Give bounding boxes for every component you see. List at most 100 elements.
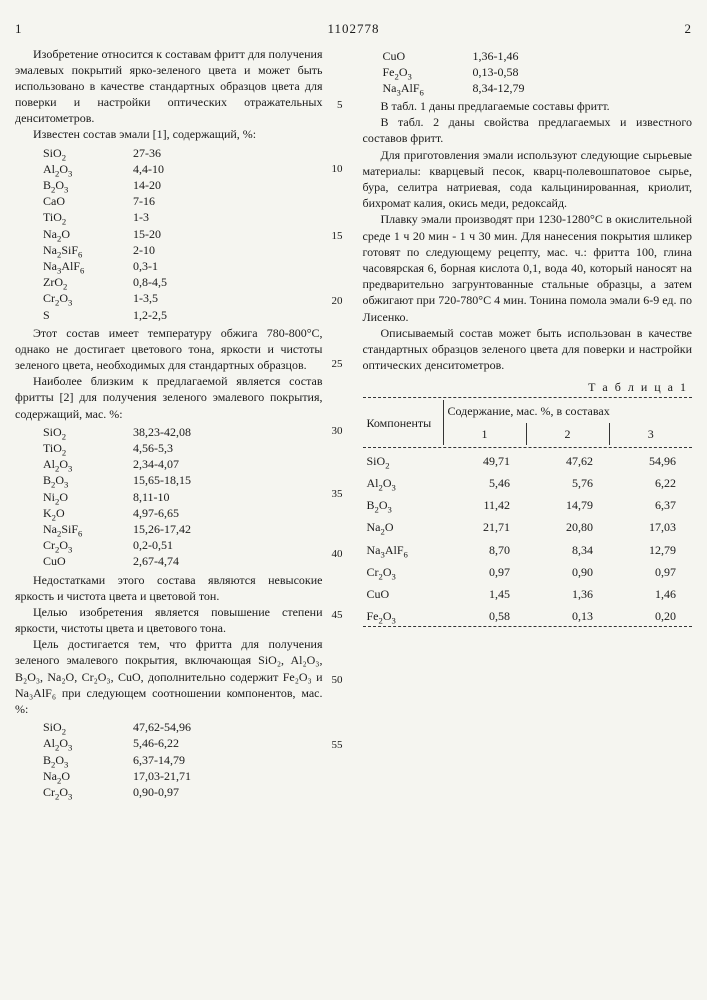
- composition-list-3: SiO247,62-54,96Al2O35,46-6,22B2O36,37-14…: [43, 719, 323, 800]
- compound-value: 17,03-21,71: [133, 768, 323, 784]
- compound-value: 0,8-4,5: [133, 274, 323, 290]
- para-materials: Для приготовления эмали используют следу…: [363, 147, 693, 212]
- compound-value: 7-16: [133, 193, 323, 209]
- compound-name: Na2SiF6: [43, 242, 133, 258]
- column-right: CuO1,36-1,46Fe2O30,13-0,58Na3AlF68,34-12…: [363, 46, 693, 803]
- compound-name: Fe2O3: [383, 64, 473, 80]
- compound-value: 6,37-14,79: [133, 752, 323, 768]
- page-num-right: 2: [685, 20, 693, 38]
- compound-name: Al2O3: [43, 735, 133, 751]
- row-value: 0,97: [609, 561, 692, 583]
- compound-value: 1-3: [133, 209, 323, 225]
- row-compound: Na3AlF6: [363, 539, 444, 561]
- th-col-1: 1: [443, 423, 526, 445]
- row-value: 49,71: [443, 450, 526, 472]
- row-value: 0,90: [526, 561, 609, 583]
- compound-name: Al2O3: [43, 456, 133, 472]
- table-row: Fe2O30,580,130,20: [363, 605, 693, 627]
- compound-name: TiO2: [43, 440, 133, 456]
- formula-row: Na2SiF62-10: [43, 242, 323, 258]
- two-column-layout: Изобретение относится к составам фритт д…: [15, 46, 692, 803]
- row-compound: CuO: [363, 583, 444, 605]
- line-number: 5: [327, 98, 343, 113]
- compound-name: SiO2: [43, 145, 133, 161]
- row-compound: Cr2O3: [363, 561, 444, 583]
- row-value: 0,13: [526, 605, 609, 627]
- table-row: B2O311,4214,796,37: [363, 494, 693, 516]
- formula-row: B2O315,65-18,15: [43, 472, 323, 488]
- line-number: 30: [327, 424, 343, 439]
- compound-name: B2O3: [43, 472, 133, 488]
- formula-row: TiO21-3: [43, 209, 323, 225]
- formula-row: CuO1,36-1,46: [383, 48, 693, 64]
- line-number: 10: [327, 162, 343, 177]
- row-value: 11,42: [443, 494, 526, 516]
- formula-row: B2O36,37-14,79: [43, 752, 323, 768]
- page-header: 1 1102778 2: [15, 20, 692, 38]
- formula-row: Al2O34,4-10: [43, 161, 323, 177]
- row-value: 12,79: [609, 539, 692, 561]
- th-components: Компоненты: [363, 400, 444, 444]
- compound-name: B2O3: [43, 177, 133, 193]
- compound-name: CuO: [383, 48, 473, 64]
- row-value: 21,71: [443, 516, 526, 538]
- row-value: 54,96: [609, 450, 692, 472]
- compound-value: 0,2-0,51: [133, 537, 323, 553]
- compound-value: 2,34-4,07: [133, 456, 323, 472]
- compound-name: Cr2O3: [43, 784, 133, 800]
- row-compound: B2O3: [363, 494, 444, 516]
- row-compound: SiO2: [363, 450, 444, 472]
- formula-row: Na2SiF615,26-17,42: [43, 521, 323, 537]
- table1-title: Т а б л и ц а 1: [363, 379, 689, 395]
- composition-list-1: SiO227-36Al2O34,4-10B2O314-20CaO7-16TiO2…: [43, 145, 323, 323]
- compound-name: SiO2: [43, 719, 133, 735]
- compound-value: 8,11-10: [133, 489, 323, 505]
- line-number: 50: [327, 673, 343, 688]
- row-value: 8,70: [443, 539, 526, 561]
- compound-value: 1,2-2,5: [133, 307, 323, 323]
- compound-name: Na2SiF6: [43, 521, 133, 537]
- line-number: 25: [327, 357, 343, 372]
- line-number: 20: [327, 294, 343, 309]
- compound-value: 2-10: [133, 242, 323, 258]
- compound-name: Na3AlF6: [383, 80, 473, 96]
- compound-value: 15,26-17,42: [133, 521, 323, 537]
- formula-row: B2O314-20: [43, 177, 323, 193]
- table-1: Компоненты Содержание, мас. %, в состава…: [363, 400, 693, 627]
- formula-row: Ni2O8,11-10: [43, 489, 323, 505]
- row-value: 14,79: [526, 494, 609, 516]
- row-value: 5,76: [526, 472, 609, 494]
- table-row: Cr2O30,970,900,97: [363, 561, 693, 583]
- line-number: 35: [327, 487, 343, 502]
- formula-row: CaO7-16: [43, 193, 323, 209]
- formula-row: Na2O15-20: [43, 226, 323, 242]
- formula-row: Al2O35,46-6,22: [43, 735, 323, 751]
- table-divider-mid: [363, 626, 693, 627]
- row-compound: Fe2O3: [363, 605, 444, 627]
- compound-value: 1,36-1,46: [473, 48, 693, 64]
- compound-value: 8,34-12,79: [473, 80, 693, 96]
- formula-row: Cr2O30,90-0,97: [43, 784, 323, 800]
- row-value: 1,46: [609, 583, 692, 605]
- page-num-left: 1: [15, 20, 23, 38]
- compound-value: 4,56-5,3: [133, 440, 323, 456]
- row-value: 0,58: [443, 605, 526, 627]
- line-number: 15: [327, 229, 343, 244]
- compound-name: TiO2: [43, 209, 133, 225]
- line-numbers: 510152025303540455055: [323, 46, 345, 803]
- para-usage: Описываемый состав может быть использова…: [363, 325, 693, 374]
- compound-name: Cr2O3: [43, 290, 133, 306]
- formula-row: Cr2O31-3,5: [43, 290, 323, 306]
- para-closest: Наиболее близким к предлагаемой является…: [15, 373, 323, 422]
- para-achieve: Цель достигается тем, что фритта для пол…: [15, 636, 323, 717]
- formula-row: Al2O32,34-4,07: [43, 456, 323, 472]
- line-number: 40: [327, 547, 343, 562]
- compound-value: 38,23-42,08: [133, 424, 323, 440]
- formula-row: Na3AlF60,3-1: [43, 258, 323, 274]
- formula-row: K2O4,97-6,65: [43, 505, 323, 521]
- th-col-2: 2: [526, 423, 609, 445]
- row-value: 0,20: [609, 605, 692, 627]
- column-left: Изобретение относится к составам фритт д…: [15, 46, 345, 803]
- row-value: 8,34: [526, 539, 609, 561]
- compound-name: CuO: [43, 553, 133, 569]
